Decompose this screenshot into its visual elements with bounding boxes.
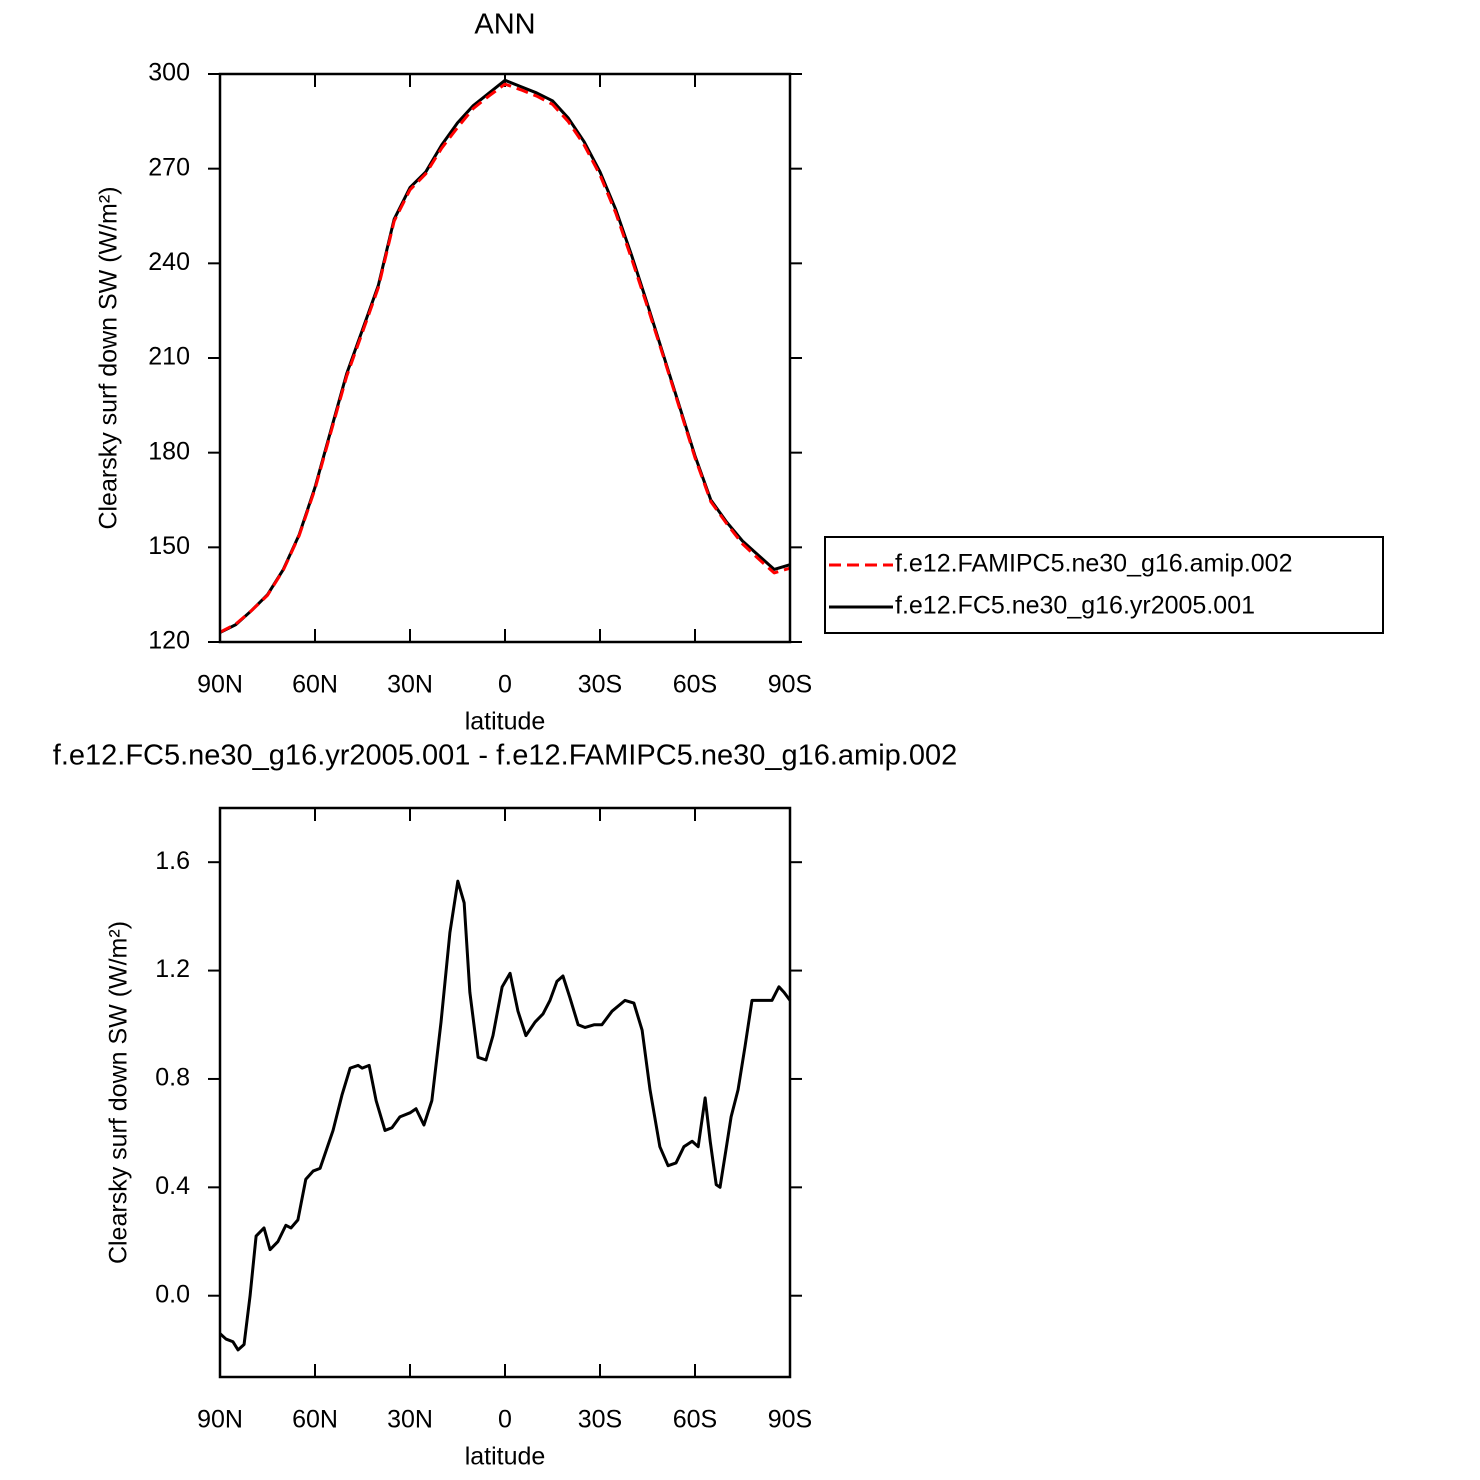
y-tick-label: 120 [148, 627, 190, 655]
x-tick-label: 90S [768, 671, 812, 699]
plot-frame [218, 72, 792, 644]
x-tick-label: 60S [673, 671, 717, 699]
y-tick-label: 150 [148, 532, 190, 560]
data-line [218, 879, 792, 1352]
x-tick-label: 60S [673, 1406, 717, 1434]
y-axis-label: Clearsky surf down SW (W/m²) [95, 186, 123, 529]
y-tick-label: 240 [148, 248, 190, 276]
y-tick-label: 210 [148, 343, 190, 371]
x-tick-label: 90S [768, 1406, 812, 1434]
legend-label: f.e12.FC5.ne30_g16.yr2005.001 [895, 592, 1255, 620]
y-tick-label: 300 [148, 59, 190, 87]
y-tick-label: 180 [148, 437, 190, 465]
legend-label: f.e12.FAMIPC5.ne30_g16.amip.002 [895, 550, 1293, 578]
x-tick-label: 30S [578, 1406, 622, 1434]
chart-title: f.e12.FC5.ne30_g16.yr2005.001 - f.e12.FA… [53, 740, 957, 772]
y-tick-label: 1.2 [155, 955, 190, 983]
y-tick-label: 0.0 [155, 1280, 190, 1308]
legend-box [824, 536, 1384, 634]
y-axis-label: Clearsky surf down SW (W/m²) [105, 921, 133, 1264]
x-axis-label: latitude [465, 708, 546, 736]
plot-frame [218, 806, 792, 1379]
x-axis-label: latitude [465, 1443, 546, 1471]
x-tick-label: 0 [498, 1406, 512, 1434]
y-tick-label: 1.6 [155, 847, 190, 875]
x-tick-label: 90N [197, 1406, 243, 1434]
x-tick-label: 90N [197, 671, 243, 699]
data-line [219, 82, 791, 634]
y-tick-label: 0.4 [155, 1172, 190, 1200]
chart-title: ANN [474, 9, 535, 41]
x-tick-label: 30N [387, 1406, 433, 1434]
y-tick-label: 0.8 [155, 1064, 190, 1092]
x-tick-label: 60N [292, 1406, 338, 1434]
x-tick-label: 60N [292, 671, 338, 699]
x-tick-label: 30S [578, 671, 622, 699]
y-tick-label: 270 [148, 153, 190, 181]
x-tick-label: 30N [387, 671, 433, 699]
x-tick-label: 0 [498, 671, 512, 699]
data-line [219, 78, 791, 634]
